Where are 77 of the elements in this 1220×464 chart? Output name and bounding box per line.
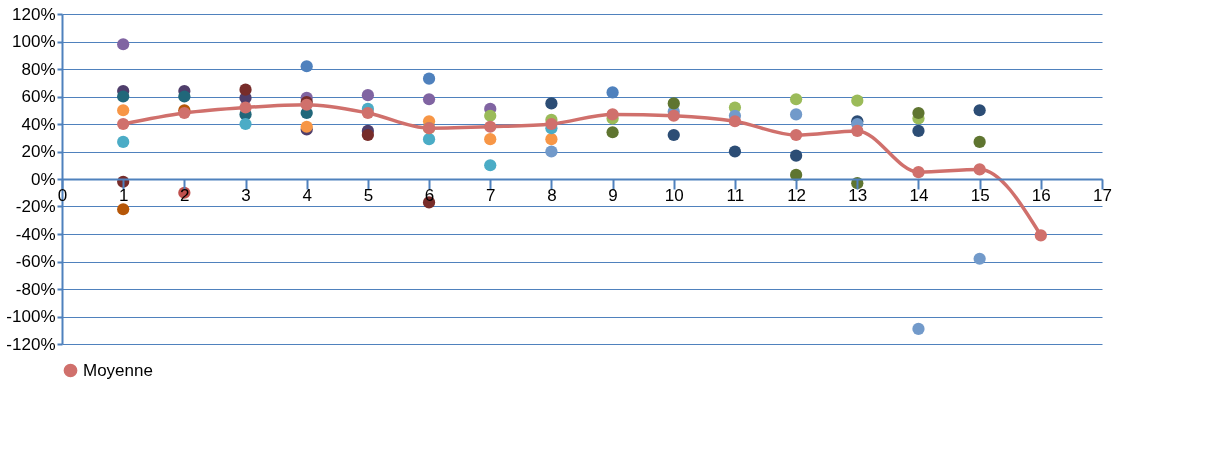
point	[484, 109, 497, 122]
point	[973, 104, 986, 117]
point	[422, 133, 436, 146]
y-tick-label: -80%	[15, 279, 56, 299]
point	[239, 117, 252, 131]
point	[117, 135, 130, 148]
point	[484, 120, 497, 133]
y-tick-label: -60%	[15, 252, 56, 271]
point	[117, 90, 130, 103]
y-tick-label: 100%	[12, 32, 56, 51]
point	[728, 145, 742, 158]
point	[361, 106, 375, 120]
point	[239, 101, 252, 114]
point	[606, 108, 619, 121]
point	[545, 133, 558, 146]
point	[912, 106, 925, 120]
x-tick-label: 13	[848, 185, 868, 205]
x-tick-label: 11	[726, 185, 745, 205]
point	[545, 145, 558, 158]
y-tick-label: 80%	[21, 59, 56, 79]
point	[300, 60, 313, 73]
point	[667, 109, 680, 122]
point	[789, 93, 803, 106]
y-tick-label: -100%	[6, 307, 56, 326]
point	[973, 252, 986, 265]
point	[178, 90, 191, 103]
y-tick-label: 20%	[21, 142, 56, 161]
point	[239, 83, 252, 96]
point	[606, 126, 619, 139]
point	[545, 117, 558, 131]
point	[851, 124, 864, 137]
x-tick-label: 5	[363, 185, 374, 205]
point	[789, 128, 803, 142]
point	[912, 124, 925, 137]
point	[484, 133, 497, 146]
y-tick-label: 40%	[21, 114, 56, 134]
point	[361, 89, 375, 102]
point	[789, 149, 803, 162]
y-tick-label: 120%	[12, 4, 56, 24]
x-tick-label: 4	[302, 185, 312, 205]
point	[422, 72, 436, 85]
x-tick-label: 12	[787, 185, 807, 205]
point	[912, 166, 925, 179]
y-tick-label: -20%	[15, 197, 56, 216]
point	[117, 104, 130, 117]
legend-label: Moyenne	[83, 360, 153, 380]
point	[422, 93, 436, 106]
point	[484, 159, 497, 172]
point	[667, 128, 680, 142]
x-tick-label: 7	[486, 185, 496, 205]
y-tick-label: 0%	[30, 169, 56, 189]
point	[973, 163, 986, 176]
point	[545, 97, 558, 110]
point	[361, 128, 375, 142]
x-tick-label: 17	[1093, 185, 1112, 205]
x-tick-label: 8	[547, 185, 557, 205]
point	[851, 94, 864, 107]
x-tick-label: 1	[118, 185, 129, 205]
point	[117, 117, 130, 131]
point	[973, 135, 986, 148]
x-tick-label: 14	[909, 185, 929, 205]
point	[606, 86, 619, 99]
y-tick-label: -120%	[6, 334, 56, 354]
x-tick-label: 9	[608, 185, 618, 205]
point	[667, 97, 680, 110]
x-tick-label: 3	[241, 185, 251, 205]
y-tick-label: 60%	[21, 87, 56, 106]
point	[117, 38, 130, 51]
point	[789, 108, 803, 121]
x-tick-label: 15	[970, 185, 990, 205]
x-tick-label: 10	[664, 185, 684, 205]
point	[117, 203, 130, 216]
point	[912, 322, 925, 335]
point	[1034, 229, 1047, 242]
y-tick-label: -40%	[15, 224, 56, 244]
x-tick-label: 16	[1031, 185, 1051, 205]
point	[728, 115, 742, 128]
